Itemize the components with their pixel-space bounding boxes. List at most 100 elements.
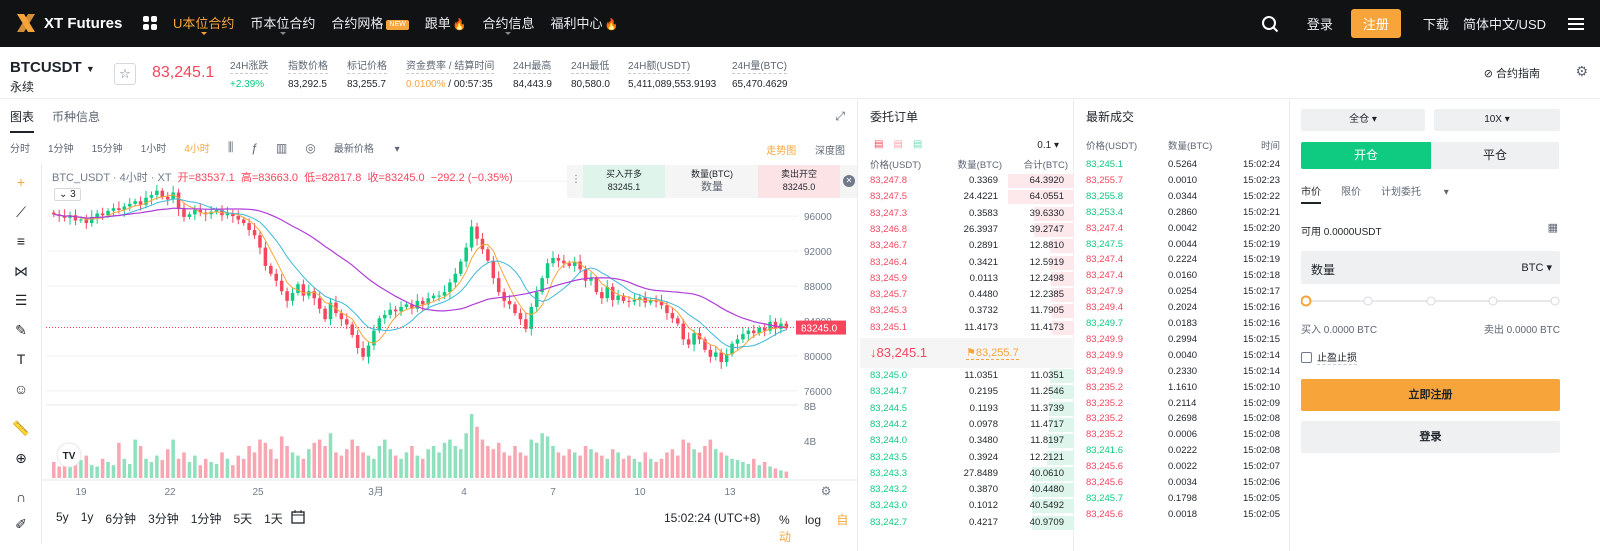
tab-chart[interactable]: 图表: [10, 108, 35, 133]
order-book-row[interactable]: 83,244.5 0.1193 11.3739: [860, 401, 1074, 417]
tradingview-logo-icon[interactable]: [56, 442, 82, 468]
nav-item-4[interactable]: 合约信息: [474, 0, 542, 47]
drag-handle-icon[interactable]: ⋮⋮: [571, 174, 591, 185]
horizontal-lines-icon[interactable]: ≡: [16, 233, 26, 249]
open-position-tab[interactable]: 开仓: [1301, 142, 1431, 169]
language-currency-selector[interactable]: 简体中文/USD: [1462, 17, 1546, 32]
margin-mode-selector[interactable]: 全仓 ▾: [1301, 109, 1425, 131]
order-book-row[interactable]: 83,245.0 11.0351 11.0351: [860, 368, 1074, 384]
range-1[interactable]: 1y: [80, 510, 94, 524]
pattern-icon[interactable]: ⋈: [14, 263, 28, 279]
order-book-row[interactable]: 83,243.0 0.1012 40.5492: [860, 498, 1074, 514]
order-book-row[interactable]: 83,246.7 0.2891 12.8810: [860, 238, 1074, 254]
order-book-row[interactable]: 83,247.3 0.3583 39.6330: [860, 206, 1074, 222]
nav-item-2[interactable]: 合约网格 NEW: [323, 0, 416, 47]
book-bids-icon[interactable]: ▤: [912, 139, 923, 150]
trend-line-icon[interactable]: ⟋: [16, 204, 26, 220]
calendar-range-icon[interactable]: [290, 509, 306, 525]
quantity-input[interactable]: 数量 BTC ▾: [1301, 251, 1560, 284]
quantity-unit-selector[interactable]: BTC ▾: [1521, 262, 1552, 274]
candle-type-icon[interactable]: ⫼: [227, 140, 234, 154]
price-type-selector[interactable]: 最新价格 ▾: [333, 144, 400, 155]
favorite-star-icon[interactable]: ☆: [114, 63, 136, 85]
close-position-tab[interactable]: 平仓: [1431, 142, 1559, 169]
interval-1m[interactable]: 1分钟: [48, 144, 74, 155]
calculator-icon[interactable]: ▦: [1547, 222, 1558, 234]
order-book-row[interactable]: 83,242.7 0.4217 40.9709: [860, 515, 1074, 531]
percent-scale-toggle[interactable]: %: [779, 513, 790, 527]
contract-guide-link[interactable]: ⊘ 合约指南: [1484, 65, 1540, 81]
camera-icon[interactable]: ◎: [305, 140, 316, 155]
range-2[interactable]: 6分钟: [105, 512, 137, 526]
text-icon[interactable]: T: [16, 351, 26, 367]
range-5[interactable]: 5天: [233, 512, 253, 526]
emoji-icon[interactable]: ☺: [13, 381, 29, 397]
bar-chart-icon[interactable]: ▥: [276, 140, 288, 155]
interval-15m[interactable]: 15分钟: [91, 144, 123, 155]
price-step-selector[interactable]: 0.1 ▾: [1037, 140, 1059, 151]
nav-item-1[interactable]: 币本位合约: [242, 0, 323, 47]
crosshair-icon[interactable]: +: [16, 174, 26, 190]
order-type-limit[interactable]: 限价: [1341, 187, 1361, 198]
order-book-row[interactable]: 83,243.5 0.3924 12.2121: [860, 450, 1074, 466]
axis-settings-icon[interactable]: ⚙: [821, 484, 832, 498]
register-now-button[interactable]: 立即注册: [1301, 379, 1560, 411]
order-book-row[interactable]: 83,244.0 0.3480 11.8197: [860, 433, 1074, 449]
apps-grid-icon[interactable]: [142, 15, 158, 31]
leverage-selector[interactable]: 10X ▾: [1434, 109, 1560, 131]
lock-pen-icon[interactable]: ✐: [15, 516, 27, 532]
range-0[interactable]: 5y: [56, 510, 69, 524]
quick-sell-button[interactable]: 卖出开空 83245.0: [758, 165, 840, 198]
download-link[interactable]: 下载: [1422, 17, 1449, 32]
nav-item-0[interactable]: U本位合约: [165, 0, 242, 47]
order-book-row[interactable]: 83,246.4 0.3421 12.5919: [860, 255, 1074, 271]
close-icon[interactable]: ✕: [843, 175, 855, 187]
login-link[interactable]: 登录: [1306, 17, 1333, 32]
interval-timeline[interactable]: 分时: [10, 144, 30, 155]
range-4[interactable]: 1分钟: [190, 512, 222, 526]
fib-icon[interactable]: ☰: [14, 292, 28, 308]
indicators-icon[interactable]: ƒ: [251, 140, 259, 155]
magnet-icon[interactable]: ∩: [15, 489, 27, 505]
range-3[interactable]: 3分钟: [148, 512, 179, 526]
indicator-toggle[interactable]: ⌄ 3: [54, 188, 81, 201]
log-scale-toggle[interactable]: log: [805, 513, 822, 527]
gear-icon[interactable]: ⚙: [1575, 63, 1588, 79]
ruler-icon[interactable]: 📏: [12, 420, 30, 436]
order-type-plan[interactable]: 计划委托 ▾: [1381, 187, 1449, 198]
interval-4h[interactable]: 4小时: [184, 144, 210, 155]
tab-coin-info[interactable]: 币种信息: [52, 110, 101, 124]
range-6[interactable]: 1天: [264, 512, 283, 526]
nav-item-5[interactable]: 福利中心 🔥: [543, 0, 627, 47]
interval-1h[interactable]: 1小时: [140, 144, 167, 155]
expand-icon[interactable]: ⤢: [835, 109, 845, 123]
order-type-market[interactable]: 市价: [1301, 183, 1321, 204]
zoom-icon[interactable]: ⊕: [15, 450, 27, 466]
menu-icon[interactable]: [1568, 17, 1584, 31]
order-book-row[interactable]: 83,243.3 27.8489 40.0610: [860, 466, 1074, 482]
candlestick-chart[interactable]: 1000009600092000880008400080000760008B4B…: [42, 164, 858, 504]
order-book-row[interactable]: 83,245.9 0.0113 12.2498: [860, 271, 1074, 287]
symbol-selector[interactable]: BTCUSDT ▼: [10, 59, 95, 76]
order-book-row[interactable]: 83,243.2 0.3870 40.4480: [860, 482, 1074, 498]
view-depth[interactable]: 深度图: [815, 146, 845, 157]
quantity-slider[interactable]: [1301, 295, 1560, 307]
auto-scale-toggle[interactable]: 自动: [779, 513, 849, 544]
register-button[interactable]: 注册: [1350, 9, 1401, 38]
book-asks-icon[interactable]: ▤: [893, 139, 903, 150]
order-book-row[interactable]: 83,244.2 0.0978 11.4717: [860, 417, 1074, 433]
search-icon[interactable]: [1261, 15, 1279, 33]
brush-icon[interactable]: ✎: [15, 322, 27, 338]
order-book-row[interactable]: 83,247.5 24.4221 64.0551: [860, 189, 1074, 205]
quick-buy-button[interactable]: 买入开多 83245.1: [583, 165, 665, 198]
order-book-row[interactable]: 83,246.8 26.3937 39.2747: [860, 222, 1074, 238]
order-book-row[interactable]: 83,244.7 0.2195 11.2546: [860, 384, 1074, 400]
view-trend[interactable]: 走势图: [766, 146, 797, 157]
brand-logo[interactable]: XT Futures: [14, 11, 122, 35]
tpsl-checkbox[interactable]: 止盈止损: [1301, 349, 1357, 365]
order-book-row[interactable]: 83,245.7 0.4480 12.2385: [860, 287, 1074, 303]
order-book-row[interactable]: 83,247.8 0.3369 64.3920: [860, 173, 1074, 189]
order-book-row[interactable]: 83,245.1 11.4173 11.4173: [860, 320, 1074, 336]
nav-item-3[interactable]: 跟单 🔥: [417, 0, 475, 47]
quick-qty-field[interactable]: 数量(BTC) 数量: [671, 165, 753, 198]
